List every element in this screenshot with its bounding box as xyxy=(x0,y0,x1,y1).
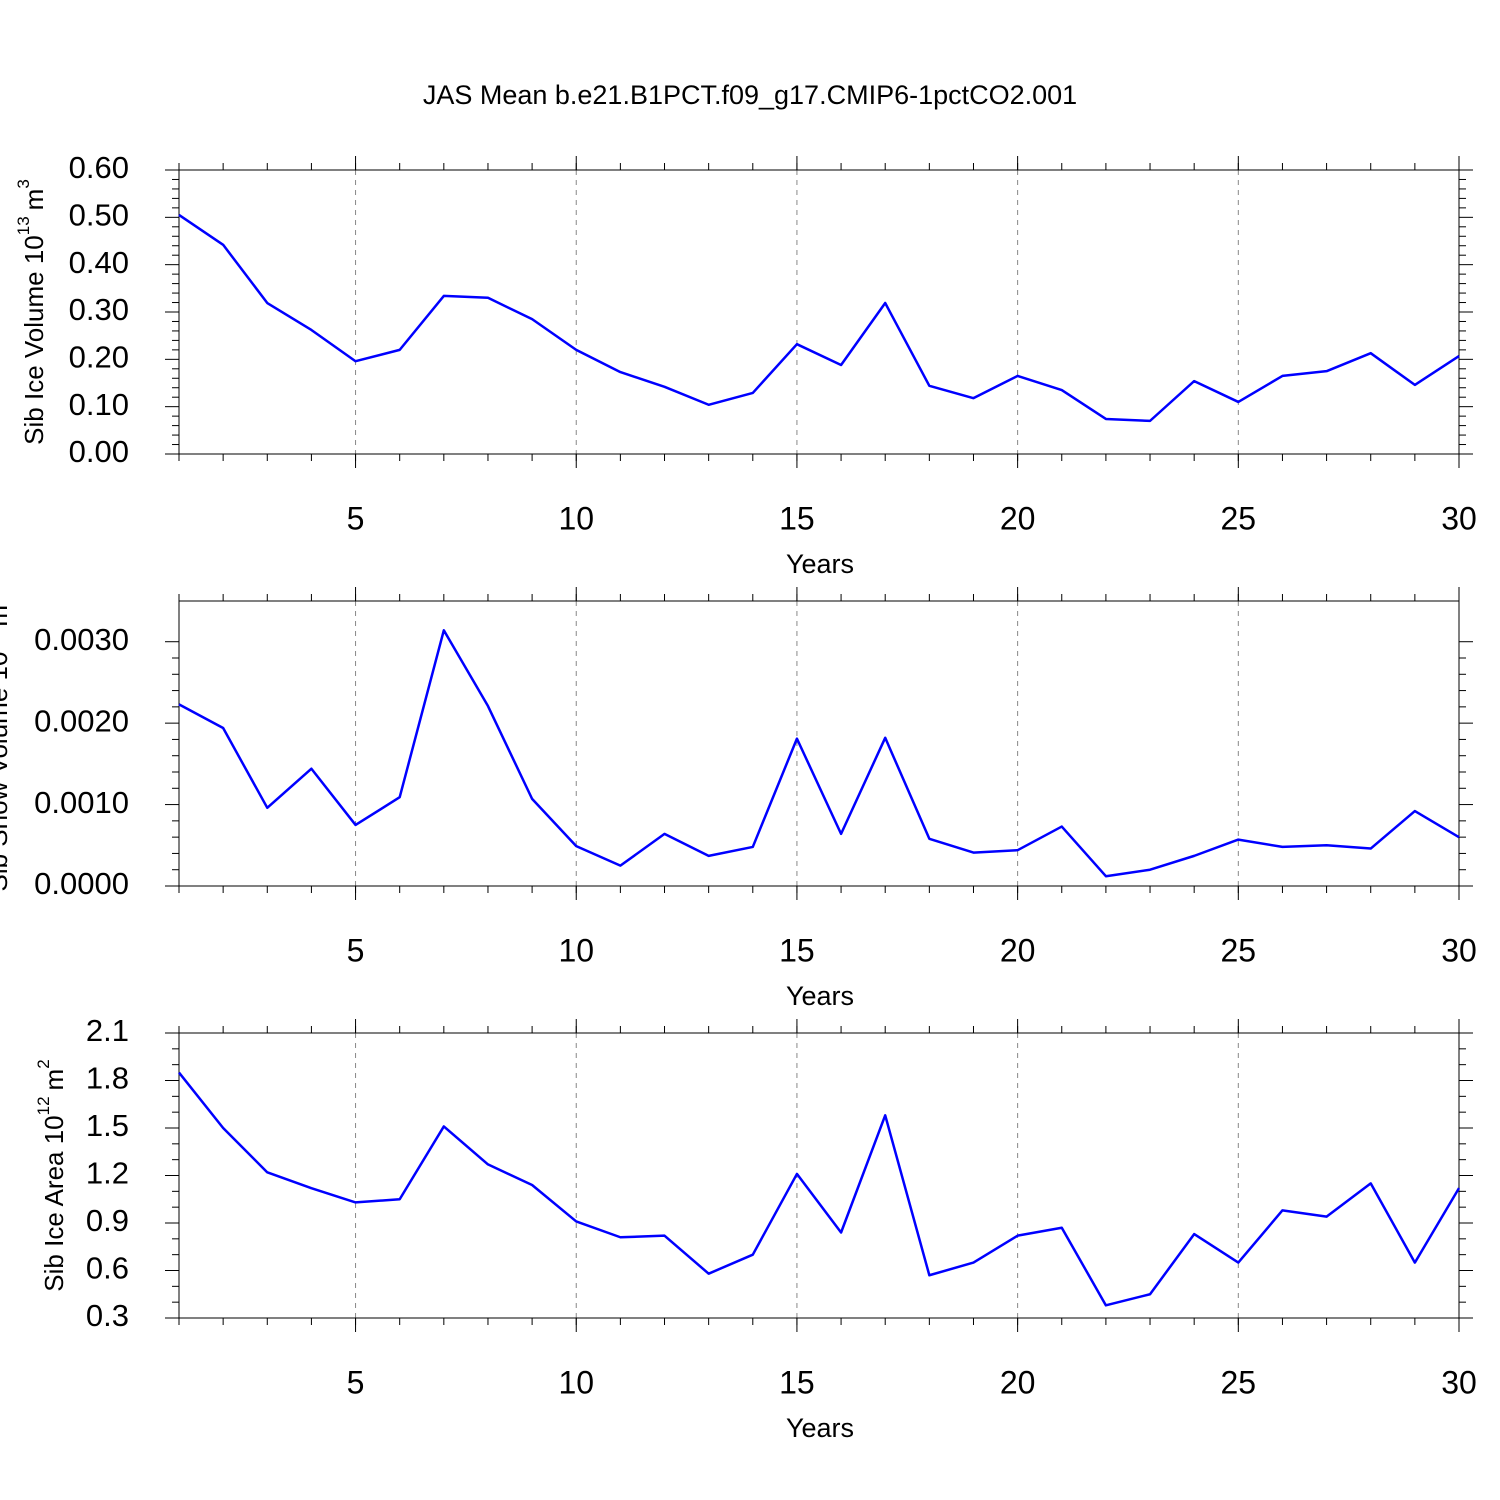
x-tick-label: 25 xyxy=(1221,1364,1257,1400)
y-tick-label: 0.3 xyxy=(86,1298,129,1333)
x-tick-label: 20 xyxy=(1000,1364,1036,1400)
x-tick-label: 5 xyxy=(347,500,365,536)
x-tick-label: 15 xyxy=(779,932,815,968)
y-axis-label-part: Sib Snow Volume 10 xyxy=(0,652,13,892)
data-line xyxy=(178,629,1460,878)
x-tick-label: 30 xyxy=(1441,500,1477,536)
y-axis-label-part: m xyxy=(39,1069,69,1091)
y-tick-label: 0.40 xyxy=(69,245,129,280)
y-axis-label-exponent: 2 xyxy=(34,1059,53,1068)
y-tick-label: 0.60 xyxy=(69,150,129,185)
y-axis-label: Sib Snow Volume 1013m3 xyxy=(0,596,13,892)
x-tick-label: 5 xyxy=(347,1364,365,1400)
y-tick-label: 1.8 xyxy=(86,1061,129,1096)
plot-frame xyxy=(178,600,1460,887)
x-tick-label: 10 xyxy=(558,500,594,536)
y-tick-label: 1.5 xyxy=(86,1108,129,1143)
y-tick-label: 2.1 xyxy=(86,1013,129,1048)
y-tick-label: 0.50 xyxy=(69,198,129,233)
x-axis-label: Years xyxy=(786,981,854,1011)
y-tick-label: 0.30 xyxy=(69,292,129,327)
y-tick-label: 0.00 xyxy=(69,434,129,469)
y-axis-label-exponent: 12 xyxy=(34,1096,53,1115)
y-axis-label-part: Sib Ice Volume 10 xyxy=(19,235,49,445)
x-tick-label: 10 xyxy=(558,932,594,968)
y-tick-label: 0.0000 xyxy=(34,866,129,901)
x-tick-label: 25 xyxy=(1221,500,1257,536)
y-tick-label: 0.10 xyxy=(69,387,129,422)
x-tick-label: 25 xyxy=(1221,932,1257,968)
y-tick-label: 0.6 xyxy=(86,1251,129,1286)
x-tick-label: 5 xyxy=(347,932,365,968)
y-axis-label: Sib Ice Volume 1013 m3 xyxy=(14,179,48,445)
y-axis-label-exponent: 3 xyxy=(14,179,33,188)
x-tick-label: 20 xyxy=(1000,932,1036,968)
y-axis-label-exponent: 13 xyxy=(14,216,33,235)
figure-title: JAS Mean b.e21.B1PCT.f09_g17.CMIP6-1pctC… xyxy=(423,80,1077,110)
y-axis-label: Sib Ice Area 1012 m2 xyxy=(34,1059,68,1291)
x-tick-label: 20 xyxy=(1000,500,1036,536)
y-tick-label: 0.0020 xyxy=(34,703,129,738)
plot-frame xyxy=(178,169,1460,455)
x-tick-label: 30 xyxy=(1441,1364,1477,1400)
y-tick-label: 0.0010 xyxy=(34,785,129,820)
plot-frame xyxy=(178,1032,1460,1319)
x-tick-label: 10 xyxy=(558,1364,594,1400)
x-axis-label: Years xyxy=(786,1413,854,1443)
x-tick-label: 15 xyxy=(779,500,815,536)
x-tick-label: 15 xyxy=(779,1364,815,1400)
y-tick-label: 0.0030 xyxy=(34,622,129,657)
y-axis-label-part: m xyxy=(19,189,49,211)
y-tick-label: 1.2 xyxy=(86,1156,129,1191)
y-tick-label: 0.9 xyxy=(86,1203,129,1238)
y-tick-label: 0.20 xyxy=(69,340,129,375)
data-line xyxy=(178,213,1460,423)
data-line xyxy=(178,1071,1461,1307)
x-tick-label: 30 xyxy=(1441,932,1477,968)
x-axis-label: Years xyxy=(786,549,854,579)
y-axis-label-part: Sib Ice Area 10 xyxy=(39,1115,69,1291)
y-axis-label-part: m xyxy=(0,605,13,627)
